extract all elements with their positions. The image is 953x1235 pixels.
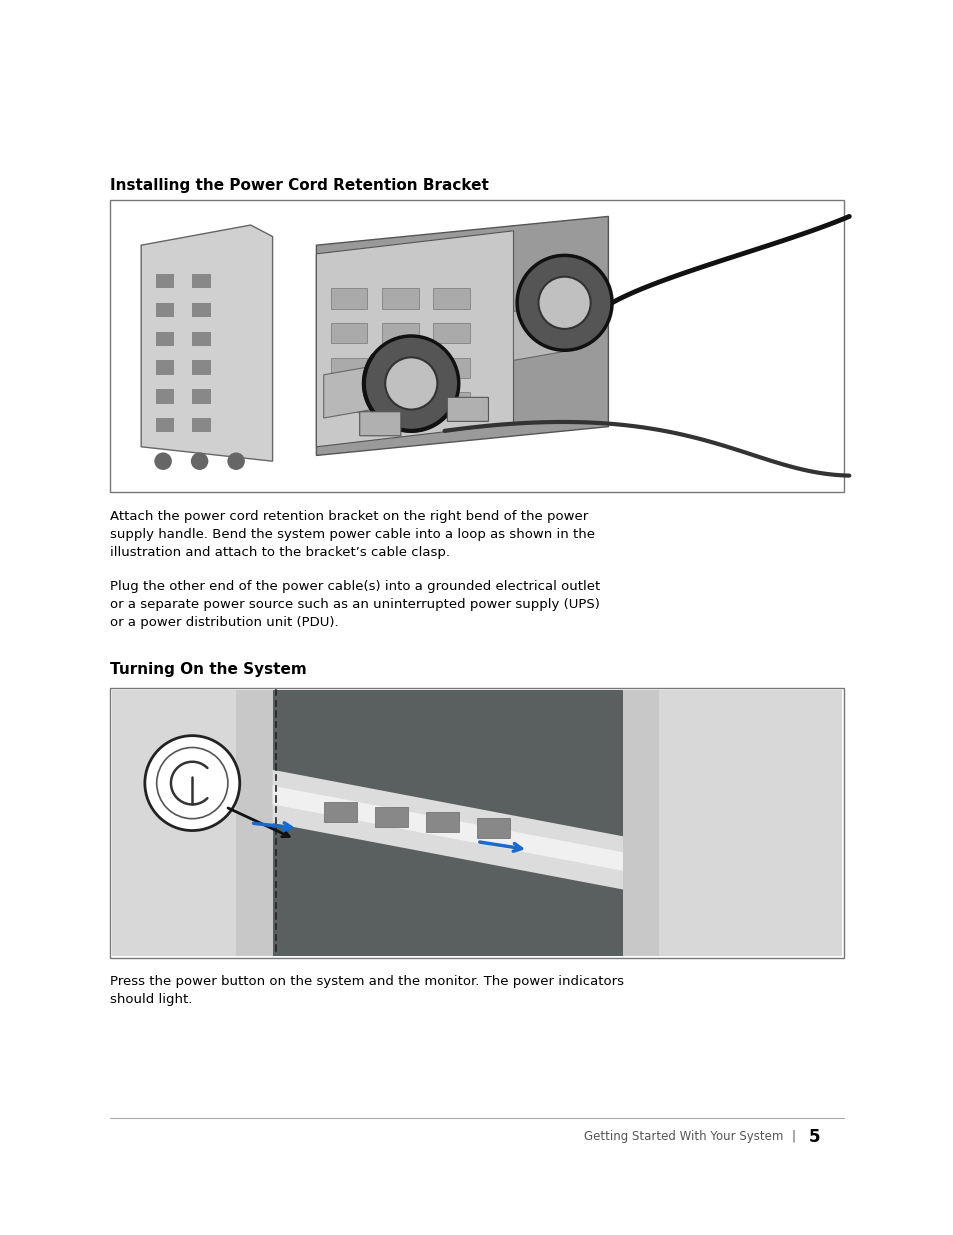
Bar	[193, 332, 211, 346]
Bar	[331, 391, 367, 412]
Text: Installing the Power Cord Retention Bracket: Installing the Power Cord Retention Brac…	[110, 178, 488, 193]
Bar	[193, 303, 211, 317]
Bar	[112, 203, 841, 490]
Polygon shape	[273, 769, 622, 889]
Circle shape	[363, 336, 458, 431]
Bar	[476, 818, 509, 837]
Text: Turning On the System: Turning On the System	[110, 662, 307, 677]
Text: or a power distribution unit (PDU).: or a power distribution unit (PDU).	[110, 616, 338, 629]
Bar	[375, 806, 407, 827]
Bar	[433, 324, 469, 343]
Bar	[193, 389, 211, 404]
Circle shape	[385, 357, 436, 410]
Bar	[155, 389, 173, 404]
Bar	[382, 324, 418, 343]
FancyBboxPatch shape	[447, 398, 488, 421]
Polygon shape	[513, 300, 578, 361]
Bar	[382, 357, 418, 378]
Bar	[273, 690, 622, 956]
Bar	[622, 690, 659, 956]
Polygon shape	[323, 363, 389, 417]
Bar	[110, 688, 843, 958]
Bar	[331, 357, 367, 378]
Circle shape	[227, 452, 245, 471]
Bar	[112, 690, 841, 956]
Bar	[193, 361, 211, 374]
Bar	[155, 274, 173, 289]
Bar	[425, 813, 458, 832]
Bar	[110, 200, 843, 492]
Circle shape	[537, 277, 590, 329]
Polygon shape	[316, 216, 608, 456]
Polygon shape	[141, 225, 273, 461]
Bar	[433, 289, 469, 309]
Text: supply handle. Bend the system power cable into a loop as shown in the: supply handle. Bend the system power cab…	[110, 529, 595, 541]
Bar	[155, 303, 173, 317]
Text: Plug the other end of the power cable(s) into a grounded electrical outlet: Plug the other end of the power cable(s)…	[110, 580, 599, 593]
Circle shape	[191, 452, 208, 471]
Bar	[155, 417, 173, 432]
Bar	[193, 417, 211, 432]
Bar	[155, 332, 173, 346]
Bar	[193, 274, 211, 289]
Bar	[112, 690, 235, 956]
Text: or a separate power source such as an uninterrupted power supply (UPS): or a separate power source such as an un…	[110, 598, 599, 611]
Bar	[382, 289, 418, 309]
Bar	[331, 324, 367, 343]
Bar	[331, 289, 367, 309]
Polygon shape	[316, 231, 513, 447]
Bar	[155, 361, 173, 374]
Circle shape	[145, 736, 239, 831]
Circle shape	[154, 452, 172, 471]
FancyBboxPatch shape	[359, 411, 400, 436]
Text: should light.: should light.	[110, 993, 193, 1007]
Bar	[382, 391, 418, 412]
Circle shape	[156, 747, 228, 819]
Text: |: |	[791, 1130, 795, 1144]
Text: 5: 5	[808, 1128, 820, 1146]
Text: Press the power button on the system and the monitor. The power indicators: Press the power button on the system and…	[110, 974, 623, 988]
Bar	[235, 690, 273, 956]
Text: illustration and attach to the bracket’s cable clasp.: illustration and attach to the bracket’s…	[110, 546, 450, 559]
Bar	[323, 802, 356, 821]
Bar	[433, 357, 469, 378]
Text: Attach the power cord retention bracket on the right bend of the power: Attach the power cord retention bracket …	[110, 510, 588, 522]
Bar	[433, 391, 469, 412]
Circle shape	[517, 256, 612, 351]
Bar	[659, 690, 841, 956]
Polygon shape	[273, 785, 622, 871]
Text: Getting Started With Your System: Getting Started With Your System	[583, 1130, 782, 1144]
